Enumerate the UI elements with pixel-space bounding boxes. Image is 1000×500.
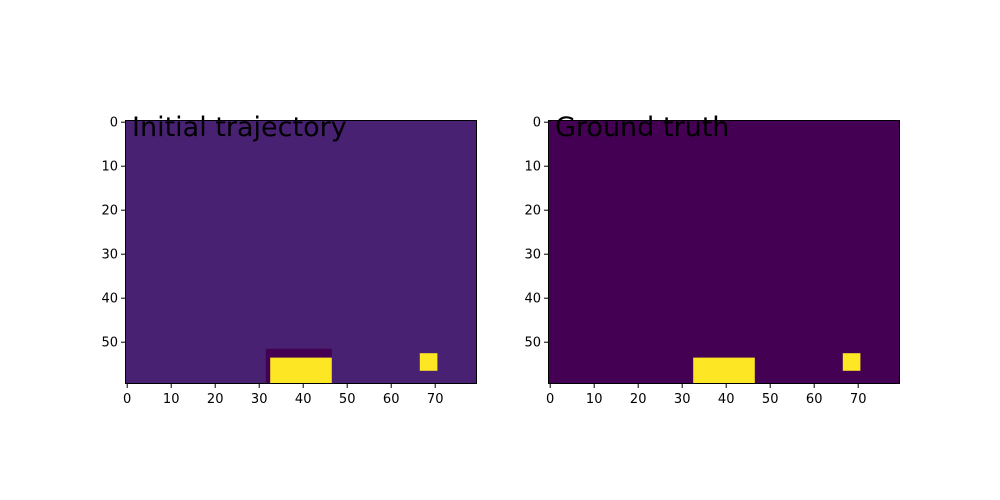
x-axis: 0 10 20 30 40 50 60 70 xyxy=(123,384,443,407)
axes-frame xyxy=(548,120,900,384)
panel-title: Ground truth xyxy=(555,112,729,143)
panel-ground-truth: 0 10 20 30 40 50 60 70 0 10 20 30 40 50 Ground truth xyxy=(524,112,900,407)
y-tick-label: 0 xyxy=(110,116,118,131)
x-tick-label: 70 xyxy=(427,392,444,407)
y-tick-label: 30 xyxy=(524,248,541,263)
y-tick-label: 30 xyxy=(101,248,118,263)
x-tick-label: 40 xyxy=(718,392,735,407)
x-tick-label: 10 xyxy=(163,392,180,407)
y-tick-label: 50 xyxy=(524,336,541,351)
x-tick-label: 50 xyxy=(339,392,356,407)
heatmap-background xyxy=(548,120,900,384)
y-tick-label: 20 xyxy=(101,204,118,219)
heatmap-cell-block xyxy=(419,353,438,371)
y-tick-label: 20 xyxy=(524,204,541,219)
y-axis: 0 10 20 30 40 50 xyxy=(524,116,548,351)
heatmap-image xyxy=(125,120,477,384)
y-tick-label: 10 xyxy=(101,160,118,175)
heatmap-cell-block xyxy=(842,353,861,371)
x-tick-label: 0 xyxy=(123,392,131,407)
y-tick-label: 0 xyxy=(533,116,541,131)
heatmap-cell-block xyxy=(693,357,755,384)
x-tick-label: 60 xyxy=(806,392,823,407)
x-tick-label: 30 xyxy=(674,392,691,407)
panel-initial-trajectory: 0 10 20 30 40 50 60 70 0 10 20 30 40 50 Initial traj… xyxy=(101,112,477,407)
x-tick-label: 50 xyxy=(762,392,779,407)
x-tick-label: 10 xyxy=(586,392,603,407)
y-tick-label: 40 xyxy=(524,292,541,307)
x-tick-label: 30 xyxy=(251,392,268,407)
x-tick-label: 20 xyxy=(630,392,647,407)
y-tick-label: 40 xyxy=(101,292,118,307)
y-axis: 0 10 20 30 40 50 xyxy=(101,116,125,351)
x-axis: 0 10 20 30 40 50 60 70 xyxy=(546,384,866,407)
panel-title: Initial trajectory xyxy=(132,112,347,143)
heatmap-background xyxy=(125,120,477,384)
x-tick-label: 40 xyxy=(295,392,312,407)
x-tick-label: 20 xyxy=(207,392,224,407)
heatmap-cell-block xyxy=(270,357,332,384)
x-tick-label: 0 xyxy=(546,392,554,407)
y-tick-label: 10 xyxy=(524,160,541,175)
axes-frame xyxy=(125,120,477,384)
x-tick-label: 60 xyxy=(383,392,400,407)
x-tick-label: 70 xyxy=(850,392,867,407)
heatmap-image xyxy=(548,120,900,384)
y-tick-label: 50 xyxy=(101,336,118,351)
